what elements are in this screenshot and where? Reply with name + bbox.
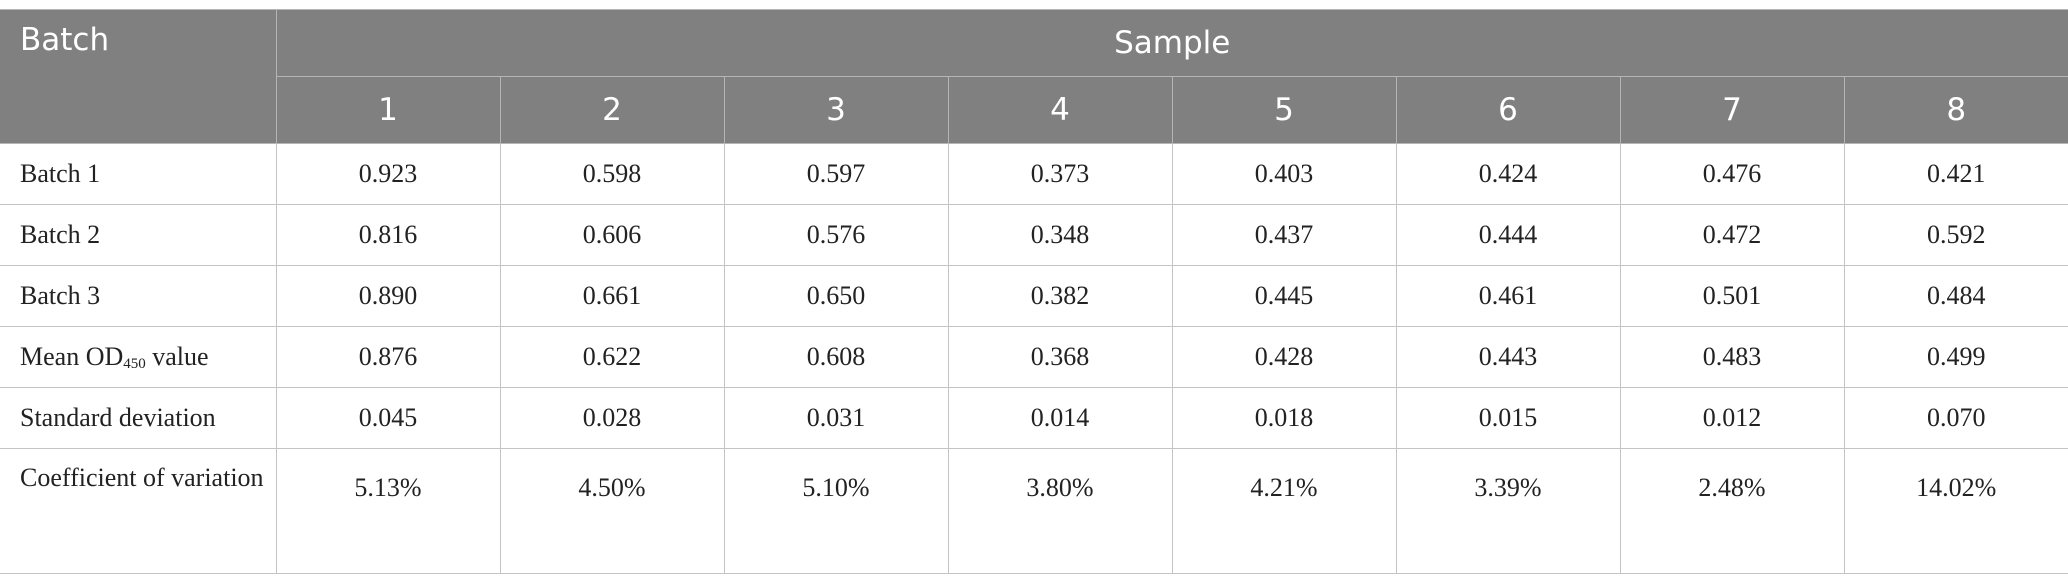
cell: 0.403 — [1171, 143, 1397, 205]
cell: 0.597 — [723, 143, 949, 205]
cell: 0.816 — [275, 204, 501, 266]
cell: 4.50% — [499, 448, 725, 574]
cell: 0.428 — [1171, 326, 1397, 388]
cell: 0.437 — [1171, 204, 1397, 266]
cell: 0.018 — [1171, 387, 1397, 449]
cell: 0.890 — [275, 265, 501, 327]
cell: 0.923 — [275, 143, 501, 205]
cell: 0.622 — [499, 326, 725, 388]
group-header: Sample — [275, 9, 2068, 77]
label-subscript: 450 — [123, 355, 146, 372]
table-row: Standard deviation 0.045 0.028 0.031 0.014 0.… — [0, 387, 2068, 449]
cell: 0.501 — [1619, 265, 1845, 327]
cell: 0.028 — [499, 387, 725, 449]
column-header: 4 — [947, 76, 1173, 144]
label-text: value — [145, 341, 209, 371]
cell: 0.472 — [1619, 204, 1845, 266]
row-label: Standard deviation — [0, 387, 277, 449]
cell: 0.445 — [1171, 265, 1397, 327]
cell: 0.368 — [947, 326, 1173, 388]
cell: 0.031 — [723, 387, 949, 449]
row-label: Coefficient of variation — [0, 448, 277, 574]
cell: 0.576 — [723, 204, 949, 266]
table-row: Coefficient of variation 5.13% 4.50% 5.10% 3… — [0, 448, 2068, 574]
cell: 0.461 — [1395, 265, 1621, 327]
cell: 0.012 — [1619, 387, 1845, 449]
row-label: Batch 2 — [0, 204, 277, 266]
table-row: Batch 1 0.923 0.598 0.597 0.373 0.403 0.424 0.4… — [0, 143, 2068, 205]
column-header: 7 — [1619, 76, 1845, 144]
cell: 5.10% — [723, 448, 949, 574]
row-label: Mean OD450 value — [0, 326, 277, 388]
cell: 0.444 — [1395, 204, 1621, 266]
cell: 0.015 — [1395, 387, 1621, 449]
column-header: 1 — [276, 76, 501, 144]
table-row: Batch 3 0.890 0.661 0.650 0.382 0.445 0.461 0.5… — [0, 265, 2068, 327]
cell: 0.661 — [499, 265, 725, 327]
cell: 0.424 — [1395, 143, 1621, 205]
cell: 0.606 — [499, 204, 725, 266]
column-header: 8 — [1843, 76, 2068, 144]
cell: 0.499 — [1843, 326, 2068, 388]
cell: 3.39% — [1395, 448, 1621, 574]
cell: 0.483 — [1619, 326, 1845, 388]
cell: 0.876 — [275, 326, 501, 388]
cell: 0.014 — [947, 387, 1173, 449]
table-row: Batch 2 0.816 0.606 0.576 0.348 0.437 0.444 0.4… — [0, 204, 2068, 266]
cell: 0.348 — [947, 204, 1173, 266]
cell: 5.13% — [275, 448, 501, 574]
column-header: 6 — [1395, 76, 1621, 144]
column-header: 3 — [723, 76, 949, 144]
label-text: Mean OD — [20, 341, 124, 371]
cell: 0.382 — [947, 265, 1173, 327]
cell: 0.373 — [947, 143, 1173, 205]
row-label: Batch 1 — [0, 143, 277, 205]
cell: 0.598 — [499, 143, 725, 205]
cell: 0.484 — [1843, 265, 2068, 327]
corner-header: Batch — [0, 9, 277, 144]
column-header: 2 — [499, 76, 725, 144]
cell: 0.045 — [275, 387, 501, 449]
cell: 0.592 — [1843, 204, 2068, 266]
cell: 2.48% — [1619, 448, 1845, 574]
cell: 0.070 — [1843, 387, 2068, 449]
cell: 0.421 — [1843, 143, 2068, 205]
cell: 0.650 — [723, 265, 949, 327]
cell: 0.476 — [1619, 143, 1845, 205]
cell: 3.80% — [947, 448, 1173, 574]
column-header: 5 — [1171, 76, 1397, 144]
cell: 0.608 — [723, 326, 949, 388]
cell: 0.443 — [1395, 326, 1621, 388]
table-row: Mean OD450 value 0.876 0.622 0.608 0.368 0.42… — [0, 326, 2068, 388]
cell: 14.02% — [1843, 448, 2068, 574]
row-label: Batch 3 — [0, 265, 277, 327]
cell: 4.21% — [1171, 448, 1397, 574]
